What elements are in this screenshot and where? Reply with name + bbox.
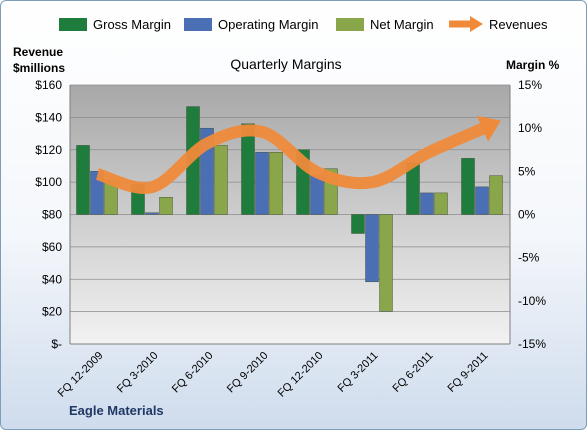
- gross-margin-bar: [461, 158, 475, 215]
- operating-margin-bar: [310, 175, 324, 215]
- legend-revenues-arrowhead-icon: [470, 16, 483, 32]
- axes: [69, 85, 511, 345]
- gross-margin-bar: [241, 123, 255, 215]
- category-tick-label: FQ 9-2010: [225, 350, 271, 396]
- category-tick-label: FQ 3-2010: [115, 350, 161, 396]
- right-tick-label: 5%: [518, 164, 536, 178]
- legend-net-swatch: [336, 18, 364, 31]
- chart-title: Quarterly Margins: [230, 56, 341, 72]
- net-margin-bar: [434, 192, 448, 215]
- right-axis-title: Margin %: [506, 58, 560, 72]
- operating-margin-bar: [475, 186, 489, 215]
- operating-margin-bar: [145, 212, 159, 215]
- right-tick-label: -10%: [518, 294, 546, 308]
- legend-net-label: Net Margin: [370, 17, 434, 32]
- right-tick-label: -15%: [518, 337, 546, 351]
- left-tick-label: $20: [42, 305, 62, 319]
- net-margin-bar: [379, 214, 393, 312]
- left-tick-label: $140: [35, 110, 62, 124]
- category-tick-label: FQ 9-2011: [446, 350, 491, 395]
- operating-margin-bar: [420, 192, 434, 215]
- legend: Gross Margin Operating Margin Net Margin…: [59, 16, 548, 32]
- revenue-series: [95, 115, 501, 194]
- right-tick-label: -5%: [518, 251, 540, 265]
- operating-margin-bar: [255, 152, 269, 215]
- left-tick-label: $40: [42, 272, 62, 286]
- left-tick-label: $-: [51, 337, 62, 351]
- category-tick-label: FQ 3-2011: [336, 350, 381, 395]
- bar-series: [76, 106, 503, 312]
- legend-operating-swatch: [184, 18, 212, 31]
- category-tick-label: FQ 6-2011: [391, 350, 436, 395]
- operating-margin-bar: [90, 171, 104, 215]
- gross-margin-bar: [76, 145, 90, 215]
- left-axis-title-line2: $millions: [13, 61, 65, 75]
- category-tick-label: FQ 12-2009: [56, 350, 106, 400]
- net-margin-bar: [269, 152, 283, 215]
- legend-revenues-label: Revenues: [489, 17, 548, 32]
- company-name: Eagle Materials: [69, 403, 164, 418]
- category-tick-label: FQ 6-2010: [170, 350, 216, 396]
- net-margin-bar: [489, 175, 503, 215]
- gross-margin-bar: [351, 214, 365, 234]
- revenues-line: [95, 123, 485, 194]
- net-margin-bar: [159, 197, 173, 215]
- category-tick-label: FQ 12-2010: [276, 350, 326, 400]
- left-tick-label: $120: [35, 143, 62, 157]
- legend-gross-label: Gross Margin: [93, 17, 171, 32]
- right-tick-label: 15%: [518, 78, 542, 92]
- left-tick-label: $100: [35, 175, 62, 189]
- legend-gross-swatch: [59, 18, 87, 31]
- operating-margin-bar: [365, 214, 379, 283]
- left-tick-label: $60: [42, 240, 62, 254]
- right-tick-label: 0%: [518, 208, 536, 222]
- revenues-arrowhead: [476, 115, 501, 142]
- right-tick-label: 10%: [518, 121, 542, 135]
- left-axis-title-line1: Revenue: [13, 45, 63, 59]
- legend-operating-label: Operating Margin: [218, 17, 318, 32]
- net-margin-bar: [214, 145, 228, 215]
- left-tick-label: $160: [35, 78, 62, 92]
- left-tick-label: $80: [42, 208, 62, 222]
